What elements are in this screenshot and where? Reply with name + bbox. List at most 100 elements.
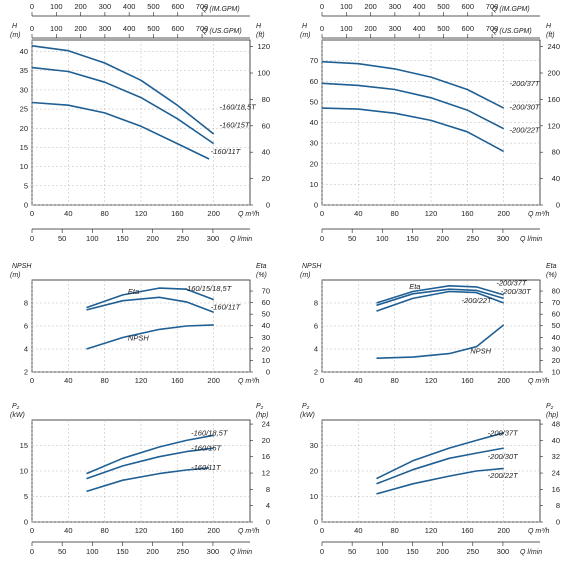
left-power-x-tick-label: 0 (30, 526, 34, 535)
left-power-x-tick-label: 160 (171, 526, 184, 535)
right-curves-top-tick-label: 100 (340, 24, 353, 33)
right-curves-y-tick-label: 50 (310, 97, 318, 106)
left-npsh-y-tick-label: 8 (24, 299, 28, 308)
left-curves-right-tick-label: 20 (262, 174, 270, 183)
left-curves-top-tick-label: 300 (99, 2, 112, 11)
right-curves-right-tick-label: 240 (547, 42, 560, 51)
left-curves-top-tick-label: 600 (171, 2, 184, 11)
left-curves-series-line (31, 101, 210, 160)
right-curves-x-tick-label: 160 (461, 209, 474, 218)
right-curves-bottom-tick-label: 150 (406, 234, 419, 243)
left-power-bottom-tick-label: 300 (207, 547, 220, 556)
left-npsh-right-unit: (%) (256, 272, 267, 279)
right-power-x-tick-label: 0 (320, 526, 324, 535)
left-power-right-unit-symbol: P₂ (256, 403, 264, 410)
left-curves-bottom-tick-label: 250 (177, 234, 190, 243)
right-curves-y-tick-label: 10 (310, 180, 318, 189)
left-curves-top-tick-label: 200 (74, 2, 87, 11)
right-power-bottom-tick-label: 200 (436, 547, 449, 556)
right-power-y-tick-label: 20 (310, 467, 318, 476)
right-npsh-x-tick-label: 200 (497, 376, 510, 385)
right-power-bottom-tick-label: 0 (320, 547, 324, 556)
left-curves-left-unit: (m) (10, 32, 21, 39)
left-power-right-tick-label: 4 (266, 501, 270, 510)
left-npsh-right-tick-label: 70 (262, 287, 270, 296)
left-curves-y-tick-label: 15 (20, 143, 28, 152)
left-npsh-right-tick-label: 30 (262, 333, 270, 342)
left-npsh-y-tick-label: 2 (24, 368, 28, 377)
left-curves-top-tick-label: 600 (171, 24, 184, 33)
left-curves-top-axis-label: Q (US.GPM) (202, 28, 242, 35)
right-npsh-right-tick-label: 60 (552, 310, 560, 319)
right-npsh-x-tick-label: 160 (461, 376, 474, 385)
right-curves-right-unit-symbol: H (546, 23, 552, 30)
left-curves-bottom-tick-label: 300 (207, 234, 220, 243)
left-npsh-x-tick-label: 200 (207, 376, 220, 385)
right-power-right-tick-label: 48 (552, 420, 560, 429)
right-curves-right-tick-label: 160 (547, 95, 560, 104)
right-power-right-unit: (hp) (546, 412, 558, 419)
right-power-right-tick-label: 32 (552, 452, 560, 461)
left-power-series-line (86, 434, 214, 475)
right-npsh-x-axis-label: Q m³/h (528, 378, 549, 385)
right-curves-bottom-tick-label: 250 (467, 234, 480, 243)
left-curves-series-label: -160/15T (219, 120, 250, 129)
left-power-y-tick-label: 15 (20, 441, 28, 450)
left-npsh-left-unit: (m) (10, 272, 21, 279)
left-curves-x-tick-label: 160 (171, 209, 184, 218)
left-power-right-tick-label: 8 (266, 485, 270, 494)
right-power-series-line (376, 447, 504, 485)
right-power-x-tick-label: 120 (425, 526, 438, 535)
left-curves-bottom-tick-label: 100 (86, 234, 99, 243)
left-power-x-axis-label: Q m³/h (238, 528, 259, 535)
left-npsh-annotation: NPSH (128, 334, 149, 343)
right-curves-top-tick-label: 600 (461, 2, 474, 11)
left-npsh-x-tick-label: 40 (64, 376, 72, 385)
left-curves-y-tick-label: 5 (24, 181, 28, 190)
right-power-x-tick-label: 160 (461, 526, 474, 535)
right-npsh-x-tick-label: 40 (354, 376, 362, 385)
left-npsh-right-unit-symbol: Eta (256, 263, 267, 270)
right-power-y-tick-label: 30 (310, 441, 318, 450)
left-power-x-tick-label: 200 (207, 526, 220, 535)
right-power-bottom-axis-label: Q l/min (520, 549, 542, 556)
right-curves-top-tick-label: 400 (413, 2, 426, 11)
left-curves-series-label: -160/11T (211, 147, 242, 156)
right-power-series-label: -200/37T (488, 428, 519, 437)
left-curves-y-tick-label: 25 (20, 105, 28, 114)
right-curves-top-tick-label: 400 (413, 24, 426, 33)
left-power-left-unit-symbol: P₂ (12, 403, 20, 410)
right-curves-top-tick-label: 700 (486, 2, 499, 11)
left-power-right-tick-label: 16 (262, 452, 270, 461)
left-power-right-tick-label: 20 (262, 436, 270, 445)
right-npsh-annotation: Eta (409, 282, 420, 291)
right-power-bottom-tick-label: 50 (348, 547, 356, 556)
left-curves-top-axis-label: Q (IM.GPM) (202, 6, 240, 13)
left-curves-y-tick-label: 30 (20, 85, 28, 94)
right-power-right-tick-label: 24 (552, 469, 560, 478)
right-npsh-left-unit-symbol: NPSH (302, 263, 322, 270)
right-curves-x-axis-label: Q m³/h (528, 211, 549, 218)
right-npsh-right-unit-symbol: Eta (546, 263, 557, 270)
right-power-x-tick-label: 200 (497, 526, 510, 535)
right-npsh-x-tick-label: 80 (390, 376, 398, 385)
right-curves-top-tick-label: 500 (437, 2, 450, 11)
left-curves-bottom-tick-label: 50 (58, 234, 66, 243)
left-npsh-series-line (86, 324, 214, 350)
right-power-bottom-tick-label: 250 (467, 547, 480, 556)
right-power-bottom-tick-label: 150 (406, 547, 419, 556)
left-power-y-tick-label: 0 (24, 518, 28, 527)
left-curves-x-tick-label: 120 (135, 209, 148, 218)
left-curves-y-tick-label: 10 (20, 162, 28, 171)
left-curves-right-tick-label: 60 (262, 121, 270, 130)
left-power-bottom-tick-label: 0 (30, 547, 34, 556)
right-curves-y-tick-label: 0 (314, 201, 318, 210)
right-npsh-series-line (376, 285, 504, 304)
left-curves-bottom-tick-label: 200 (146, 234, 159, 243)
right-curves-left-unit-symbol: H (302, 23, 308, 30)
left-npsh-series-label: -160/15/18,5T (185, 284, 233, 293)
left-power-x-tick-label: 40 (64, 526, 72, 535)
left-curves-top-tick-label: 400 (123, 24, 136, 33)
left-npsh-y-tick-label: 4 (24, 345, 28, 354)
left-curves-left-unit-symbol: H (12, 23, 18, 30)
